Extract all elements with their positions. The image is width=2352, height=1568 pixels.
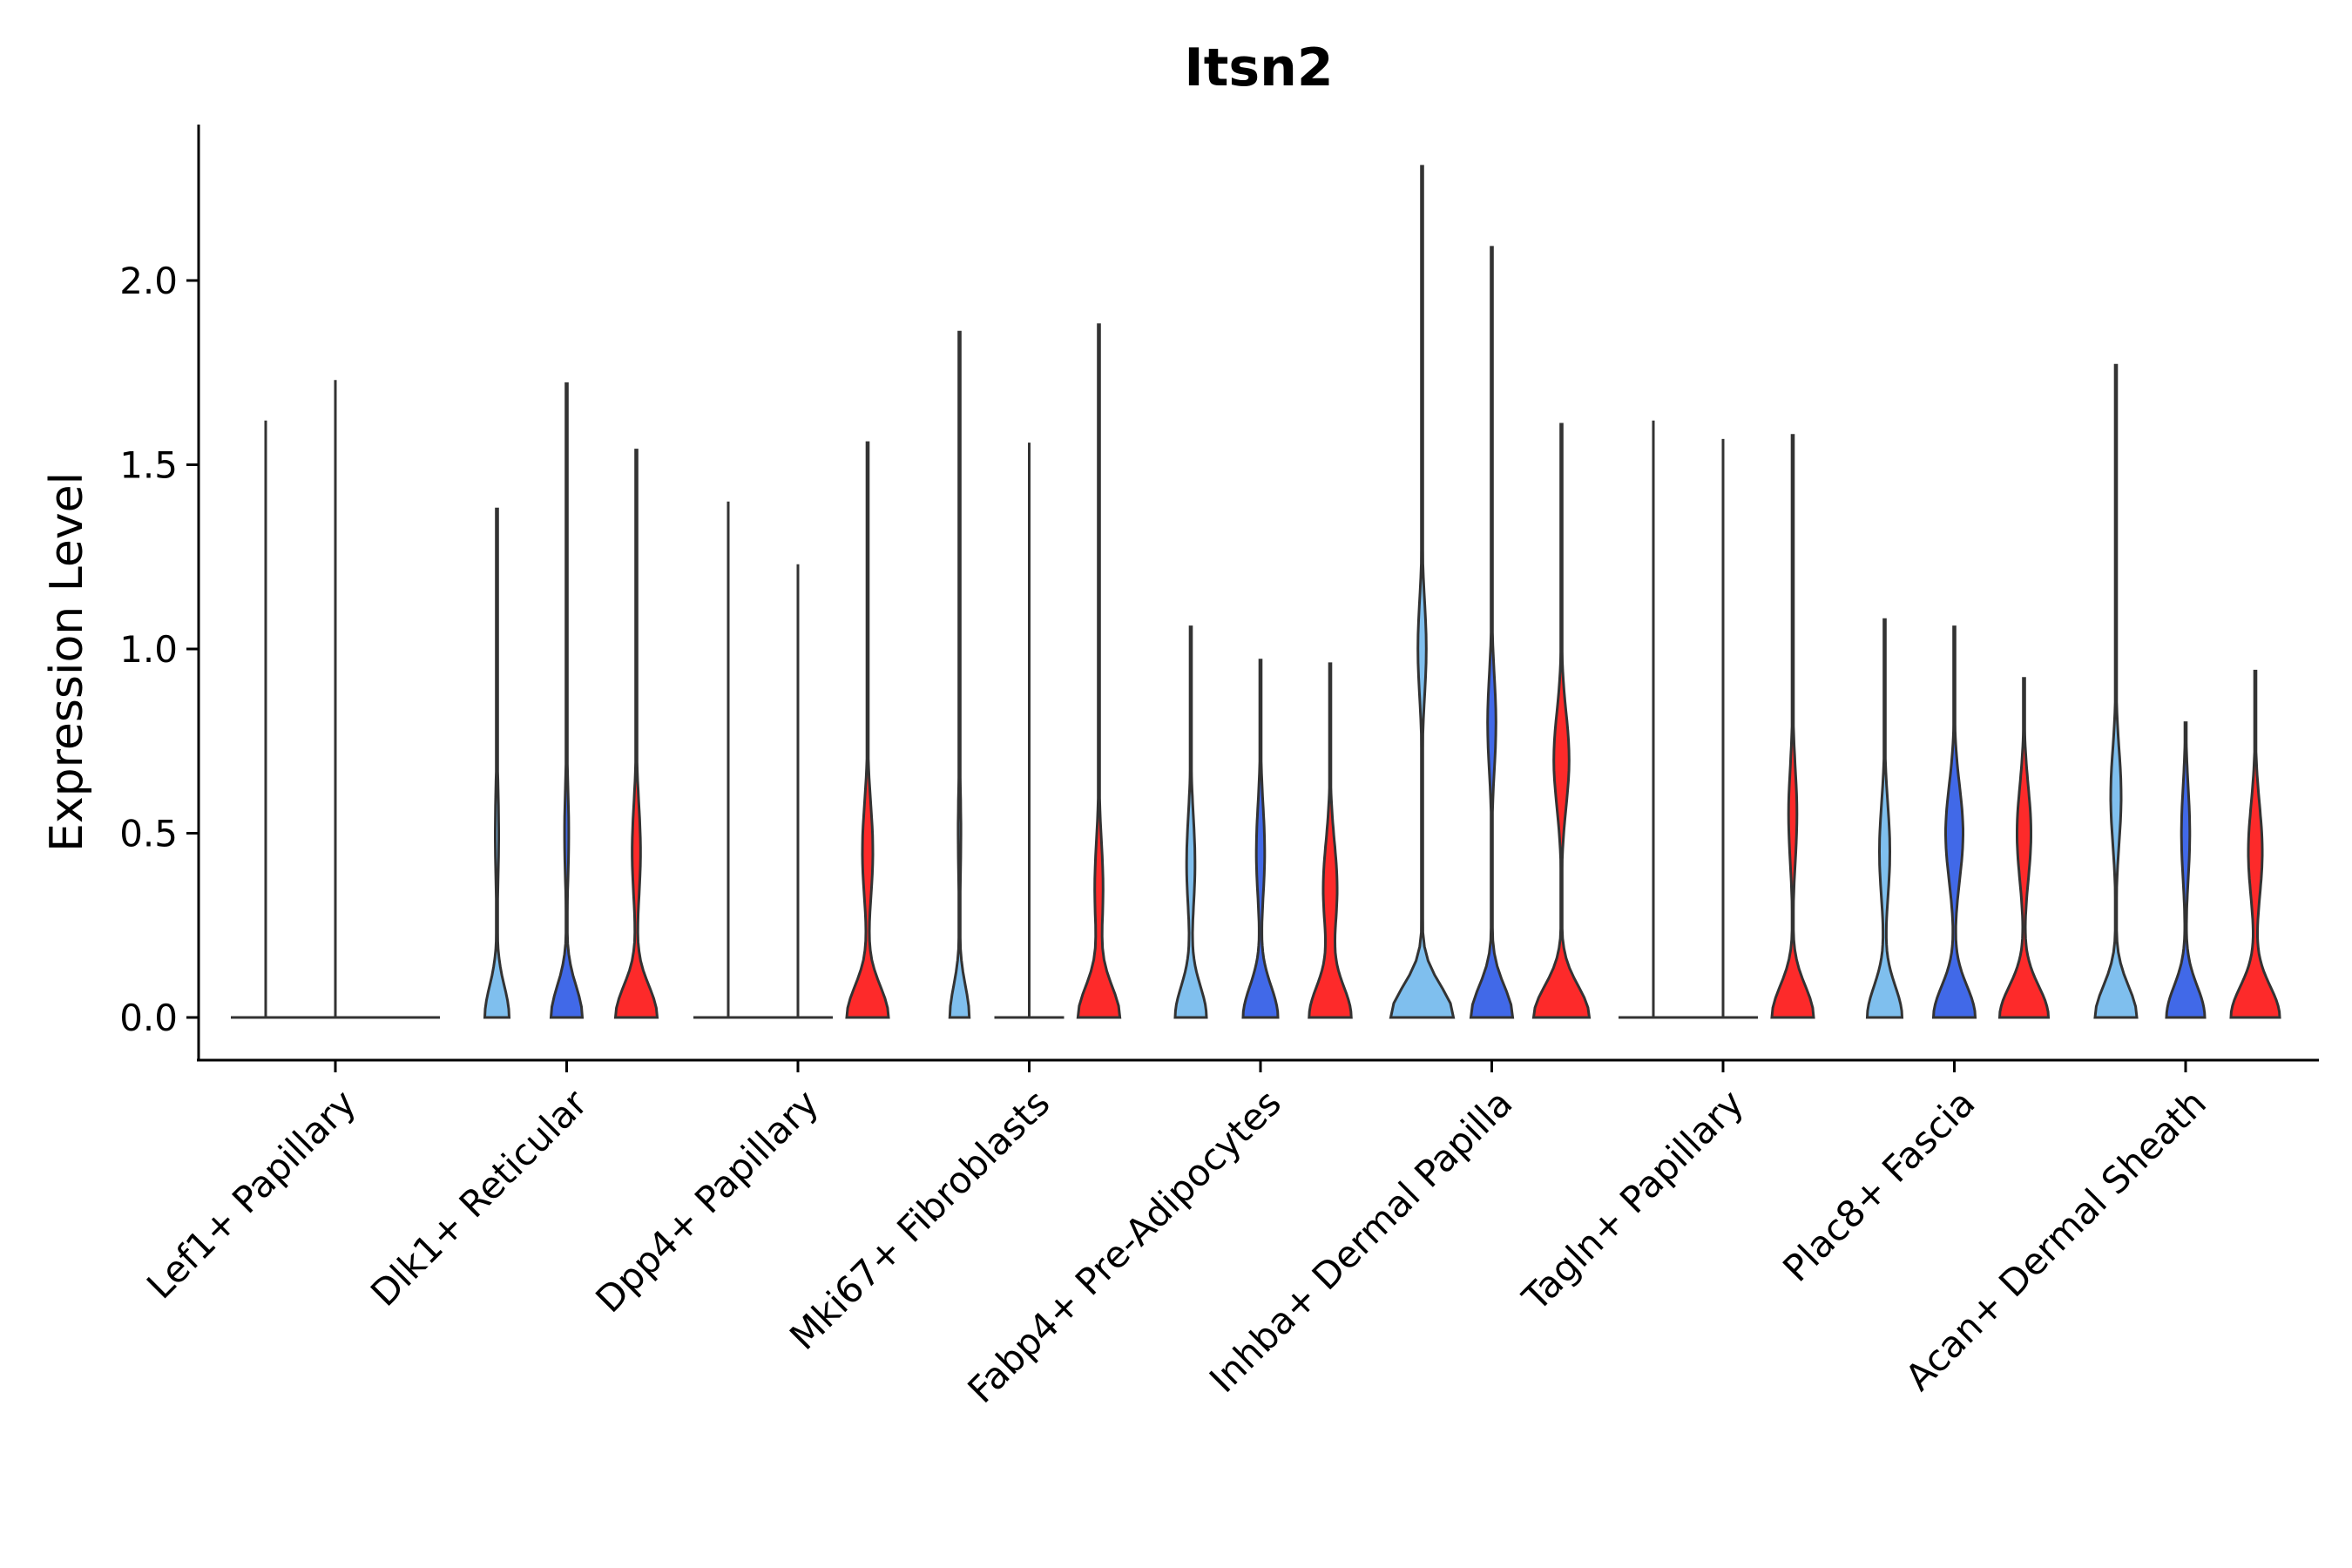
y-tick-label: 1.5	[119, 444, 178, 487]
violin-shape	[1308, 662, 1353, 1019]
chart-title: Itsn2	[1184, 37, 1333, 98]
y-axis-ticks: 0.0 0.5 1.0 1.5 2.0	[119, 260, 199, 1039]
violin-shape	[1389, 165, 1456, 1019]
violin-shape	[845, 441, 890, 1019]
violin-shape	[1241, 659, 1280, 1019]
violin-shape	[2093, 363, 2139, 1019]
violin-shape	[1931, 625, 1977, 1019]
violin-shape	[2165, 721, 2207, 1019]
violin-layer	[231, 165, 2281, 1019]
violin-shape	[1076, 323, 1122, 1019]
violin-shape	[549, 382, 585, 1019]
y-tick-label: 2.0	[119, 260, 178, 302]
y-tick-label: 1.0	[119, 628, 178, 671]
x-tick-label: Mki67+ Fibroblasts	[781, 1081, 1058, 1357]
y-axis-label: Expression Level	[41, 472, 93, 852]
violin-shape	[1865, 618, 1904, 1019]
x-tick-label: Dlk1+ Reticular	[362, 1081, 596, 1315]
violin-shape	[613, 449, 659, 1019]
violin-shape	[1469, 246, 1515, 1019]
x-tick-label: Lef1+ Papillary	[139, 1081, 364, 1307]
x-tick-label: Plac8+ Fascia	[1774, 1081, 1983, 1289]
violin-shape	[948, 330, 971, 1019]
violin-shape	[2229, 669, 2281, 1019]
y-tick-label: 0.5	[119, 813, 178, 855]
x-tick-label: Dpp4+ Papillary	[587, 1081, 827, 1321]
violin-shape	[1173, 625, 1208, 1019]
violin-shape	[1770, 434, 1815, 1019]
y-tick-label: 0.0	[119, 997, 178, 1039]
x-tick-label: Tagln+ Papillary	[1514, 1081, 1752, 1319]
violin-shape	[483, 507, 511, 1019]
violin-shape	[1997, 677, 2051, 1019]
violin-shape	[1531, 422, 1592, 1019]
